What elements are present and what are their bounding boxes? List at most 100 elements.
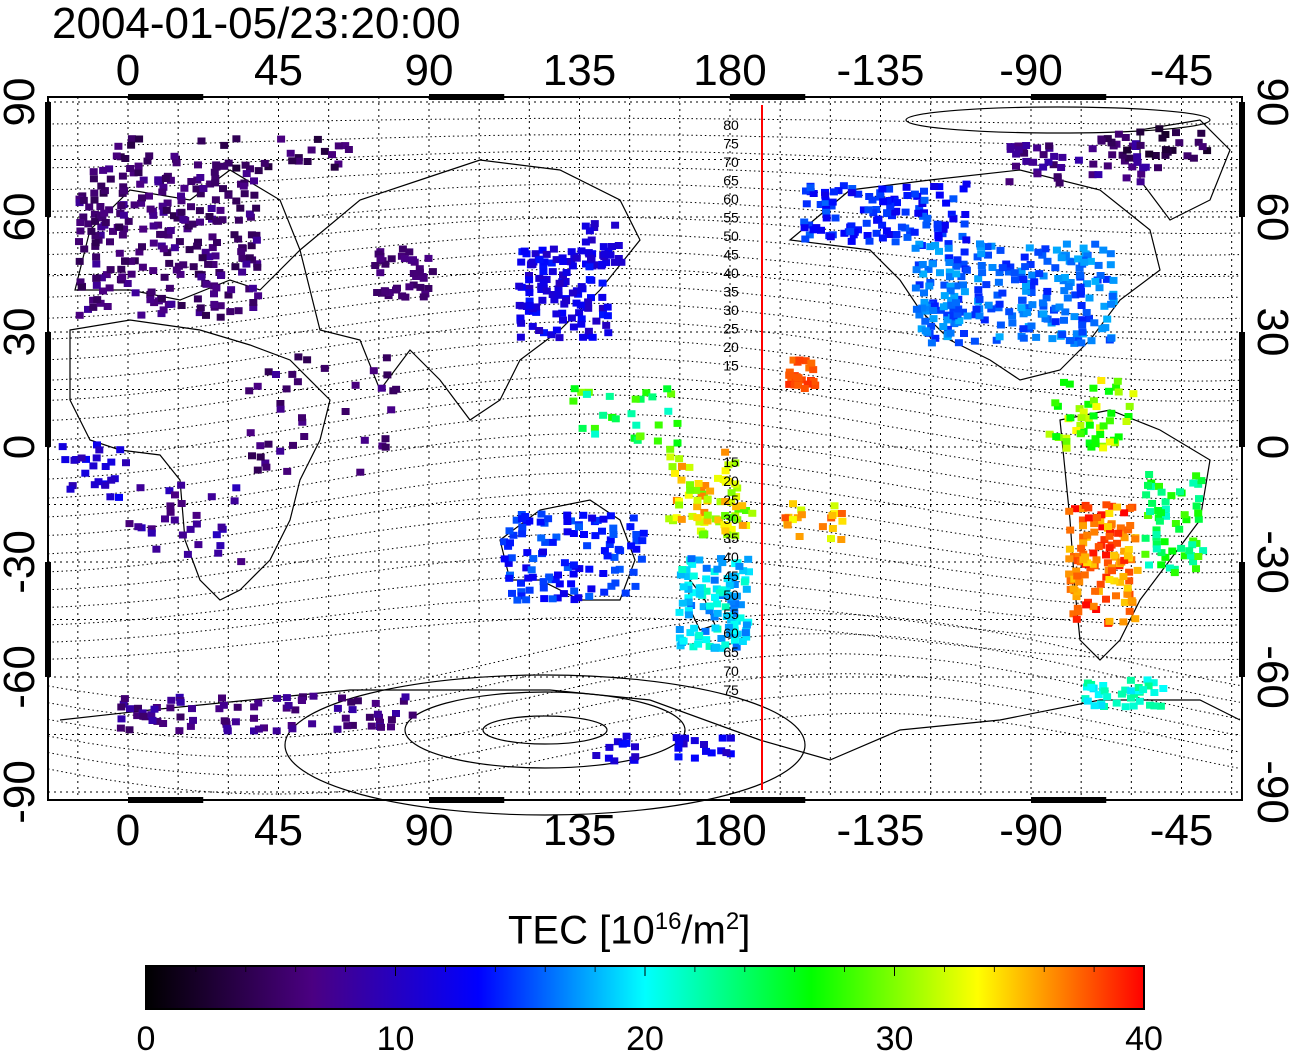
tec-cell [1114, 130, 1123, 138]
tec-cell [518, 530, 527, 538]
tec-cell [713, 609, 722, 617]
contour-line [47, 574, 1241, 627]
tec-cell [1065, 380, 1074, 388]
tec-cell [1011, 276, 1019, 284]
tec-cell [608, 243, 616, 250]
tec-cell [1107, 409, 1116, 417]
tec-cell [542, 287, 551, 295]
tec-cell [621, 589, 630, 597]
tec-cell [1194, 138, 1203, 146]
frame-bar-right [1239, 102, 1245, 217]
tec-cell [1134, 684, 1143, 691]
tec-cell [136, 484, 145, 492]
tec-cell [159, 231, 168, 239]
tec-cell [805, 221, 814, 229]
tec-cell [313, 135, 322, 143]
tec-cell [1067, 258, 1076, 266]
tec-cell [234, 307, 243, 315]
tec-cell [567, 258, 576, 266]
tec-cell [1097, 701, 1106, 709]
tec-cell [1019, 276, 1028, 283]
tec-cell [809, 378, 818, 385]
tec-cell [929, 307, 938, 314]
tec-cell [1090, 702, 1099, 710]
tec-cell [1146, 508, 1154, 516]
tec-cell [672, 514, 681, 522]
tec-cell [376, 255, 385, 263]
tec-cell [1105, 438, 1114, 446]
tec-cell [105, 165, 114, 173]
tec-cell [161, 175, 170, 182]
tec-cell [96, 299, 105, 307]
tec-cell [648, 393, 657, 401]
tec-cell [197, 137, 206, 145]
tec-cell [721, 527, 730, 535]
tec-cell [876, 189, 885, 197]
tec-cell [1108, 502, 1117, 510]
tec-cell [207, 205, 216, 212]
tec-cell [1078, 316, 1087, 324]
tec-cell [723, 531, 732, 539]
tec-cell [175, 727, 184, 735]
tec-cell [609, 524, 618, 532]
tec-cell [177, 500, 186, 507]
tec-cell [611, 258, 619, 266]
tec-cell [1158, 134, 1167, 142]
tec-cell [146, 296, 155, 304]
tec-cell [177, 302, 186, 309]
tec-cell [1105, 576, 1114, 583]
tec-cell [120, 187, 128, 195]
tec-cell [974, 275, 983, 283]
tec-cell [626, 523, 635, 531]
tec-cell [1155, 125, 1164, 133]
tec-cell [1124, 413, 1133, 420]
tec-cell [92, 281, 101, 289]
tec-cell [1130, 690, 1139, 698]
tec-cell [706, 487, 715, 495]
tec-cell [688, 512, 697, 520]
tec-cell [341, 714, 350, 722]
tec-cell [710, 576, 719, 584]
tec-cell [1119, 573, 1128, 580]
tec-cell [960, 248, 969, 256]
tec-cell [718, 734, 727, 742]
tec-cell [1194, 480, 1203, 488]
tec-cell [1199, 547, 1208, 555]
colorbar-tick-label: 30 [876, 1020, 914, 1057]
tec-cell [525, 289, 534, 297]
tec-cell [577, 315, 586, 323]
tec-cell [732, 592, 741, 600]
tec-cell [515, 282, 524, 290]
tec-cell [795, 356, 804, 364]
tec-cell [1071, 291, 1080, 299]
tec-cell [592, 317, 601, 325]
tec-cell [548, 291, 557, 298]
tec-cell [684, 594, 693, 602]
tec-cell [381, 435, 390, 443]
tec-cell [106, 175, 115, 183]
tec-cell [1065, 507, 1074, 515]
tec-cell [695, 631, 704, 639]
tec-cell [1131, 615, 1140, 623]
tec-cell [186, 525, 195, 533]
tec-cell [838, 517, 847, 525]
tec-cell [239, 182, 248, 190]
tec-cell [962, 236, 971, 244]
tec-cell [888, 212, 896, 220]
tec-cell [180, 184, 189, 192]
tec-cell [183, 550, 192, 558]
tec-cell [726, 630, 735, 638]
tec-cell [1100, 302, 1109, 310]
tec-cell [105, 206, 114, 214]
tec-cell [984, 301, 993, 309]
tec-cell [936, 269, 944, 277]
tec-cell [950, 292, 959, 300]
tec-cell [1085, 421, 1094, 429]
tec-cell [536, 518, 545, 526]
tec-cell [198, 254, 207, 262]
tec-cell [946, 273, 954, 281]
tec-cell [1194, 553, 1203, 560]
tec-cell [532, 308, 541, 316]
tec-cell [217, 272, 225, 279]
tec-cell [1113, 539, 1121, 547]
